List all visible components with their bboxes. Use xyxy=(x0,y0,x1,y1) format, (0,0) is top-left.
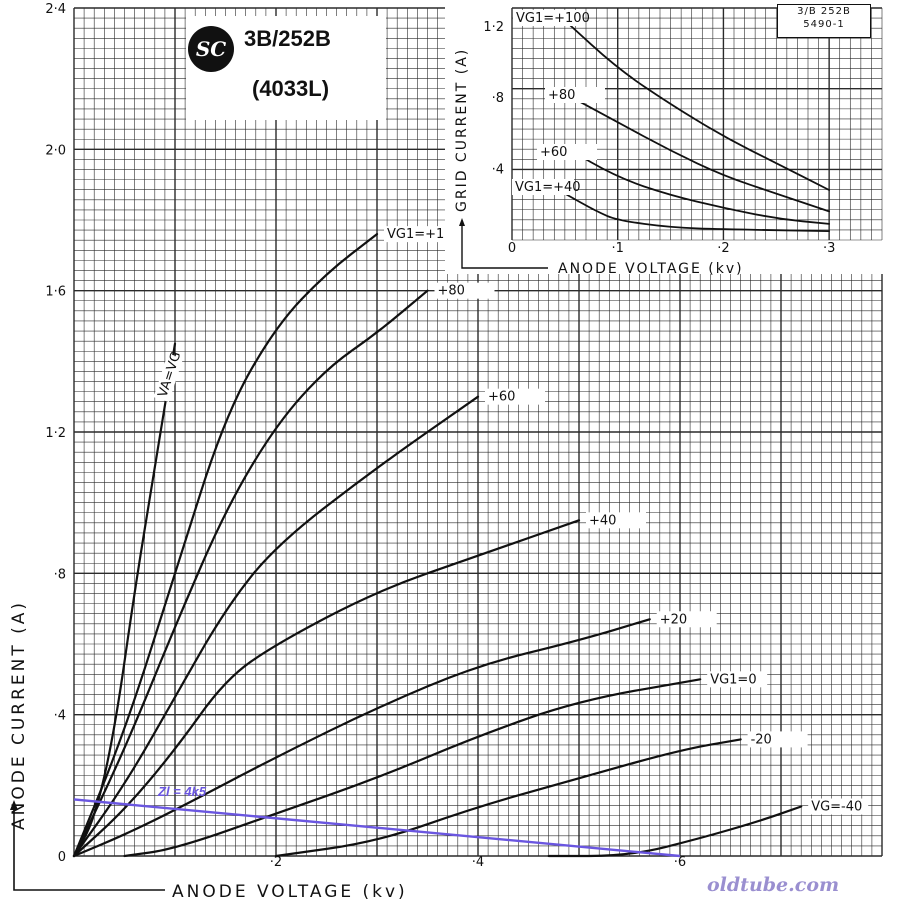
brand-block: SC 3B/252B (4033L) xyxy=(186,16,386,120)
label-background xyxy=(808,798,869,815)
tube-subtitle: (4033L) xyxy=(252,76,330,101)
series-curve xyxy=(72,289,429,858)
load-line-label: Zl = 4k5 xyxy=(157,784,207,799)
inset-curve-labels: VG1=+100 +80 +60 VG1=+40 xyxy=(512,10,605,195)
datasheet-code-box: 3/B 252B 5490-1 xyxy=(777,4,871,38)
inset-y-arrow-head xyxy=(459,218,465,226)
x-tick-label: ·2 xyxy=(270,855,282,870)
y-tick-label: ·4 xyxy=(492,163,504,178)
series-curve xyxy=(72,519,581,858)
main-curves xyxy=(72,233,803,858)
main-tick-labels: ·2 ·4 ·6 0 ·4 ·8 1·2 1·6 2·0 2·4 xyxy=(45,2,686,870)
series-label: VG=-40 xyxy=(811,800,862,815)
series-label: +80 xyxy=(438,284,465,299)
label-background xyxy=(512,179,574,195)
y-axis-title: ANODE CURRENT (A) xyxy=(9,600,29,830)
load-line-segment xyxy=(73,798,681,858)
series-curve xyxy=(564,19,830,191)
label-background xyxy=(586,512,646,529)
y-tick-label: ·8 xyxy=(492,91,504,106)
series-label: -20 xyxy=(751,732,772,747)
code-line-2: 5490-1 xyxy=(803,19,845,30)
y-tick-label: 2·0 xyxy=(45,143,66,158)
series-label: +60 xyxy=(488,390,515,405)
y-tick-label: 1·2 xyxy=(45,426,66,441)
y-arrow-head xyxy=(10,800,18,810)
series-curve xyxy=(274,738,742,858)
code-line-1: 3/B 252B xyxy=(797,6,851,17)
label-background xyxy=(434,282,495,299)
series-curve xyxy=(564,92,830,213)
inset-curves xyxy=(564,19,830,232)
series-curve xyxy=(72,618,651,858)
x-tick-label: 0 xyxy=(508,241,516,256)
x-axis-title: ANODE VOLTAGE (kv) xyxy=(172,882,408,900)
y-tick-label: 0 xyxy=(58,850,66,865)
inset-y-axis-title: GRID CURRENT (A) xyxy=(454,48,470,212)
label-background xyxy=(656,611,717,628)
y-tick-label: ·8 xyxy=(54,567,66,582)
x-tick-label: ·1 xyxy=(612,241,624,256)
sc-logo-icon: SC xyxy=(188,26,234,72)
series-curve xyxy=(564,146,830,225)
series-label: VG1=+100 xyxy=(387,227,461,242)
series-label: +60 xyxy=(540,145,567,160)
series-label: VG1=+100 xyxy=(516,11,590,26)
label-background xyxy=(485,388,545,405)
label-background xyxy=(384,226,454,243)
label-background xyxy=(153,353,184,403)
y-tick-label: 2·4 xyxy=(45,2,66,17)
series-label: +40 xyxy=(589,513,616,528)
watermark: oldtube.com xyxy=(707,874,840,896)
tube-model: 3B/252B xyxy=(244,26,331,51)
label-background xyxy=(747,731,808,748)
label-background xyxy=(537,144,597,160)
series-curve xyxy=(123,678,702,858)
inset-tick-labels: 0 ·1 ·2 ·3 ·4 ·8 1·2 xyxy=(483,20,835,256)
series-curve xyxy=(547,805,803,858)
label-background xyxy=(545,87,605,103)
inset-x-axis-title: ANODE VOLTAGE (kv) xyxy=(558,261,744,277)
series-label: VG1=+40 xyxy=(515,180,581,195)
y-tick-label: ·4 xyxy=(54,709,66,724)
y-tick-label: 1·6 xyxy=(45,285,66,300)
series-label: +80 xyxy=(548,88,575,103)
x-tick-label: ·2 xyxy=(717,241,729,256)
x-tick-label: ·3 xyxy=(823,241,835,256)
label-background xyxy=(513,10,583,26)
series-label: VG1=0 xyxy=(710,672,756,687)
load-line: Zl = 4k5 xyxy=(73,784,681,858)
x-tick-label: ·4 xyxy=(472,855,484,870)
series-curve xyxy=(72,233,379,858)
x-tick-label: ·6 xyxy=(674,855,686,870)
series-label: +20 xyxy=(660,612,687,627)
logo-text: SC xyxy=(196,37,226,61)
y-tick-label: 1·2 xyxy=(483,20,504,35)
series-curve xyxy=(72,395,480,858)
axis-arrow-frame xyxy=(13,808,165,891)
inset-background xyxy=(445,2,897,274)
inset-axis-arrow-frame xyxy=(461,222,548,269)
label-background xyxy=(707,671,768,688)
series-curve xyxy=(564,192,830,232)
